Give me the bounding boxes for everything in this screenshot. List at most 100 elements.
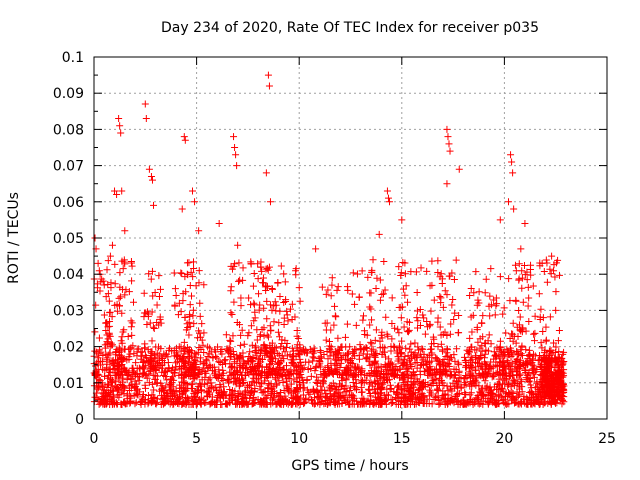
data-point — [540, 385, 548, 393]
data-point — [268, 306, 276, 314]
data-point — [138, 348, 146, 356]
data-point — [428, 377, 436, 385]
data-point — [102, 319, 110, 327]
data-point — [237, 380, 245, 388]
data-point — [363, 331, 371, 339]
data-point — [372, 400, 380, 408]
data-point — [162, 383, 170, 391]
data-point — [126, 398, 134, 406]
data-point — [397, 303, 405, 311]
data-point — [530, 330, 538, 338]
data-point — [217, 383, 225, 391]
data-point — [283, 398, 291, 406]
data-point — [170, 346, 178, 354]
data-point — [418, 345, 426, 353]
data-point — [102, 326, 110, 334]
data-point — [520, 261, 528, 269]
y-tick-label: 0.1 — [62, 50, 84, 66]
data-point — [464, 399, 472, 407]
data-point — [262, 286, 270, 294]
data-point — [156, 387, 164, 395]
data-point — [122, 368, 130, 376]
data-point — [416, 305, 424, 313]
data-point — [100, 311, 108, 319]
y-tick-label: 0 — [75, 412, 84, 428]
data-point — [395, 263, 403, 271]
data-point — [419, 345, 427, 353]
data-point — [538, 344, 546, 352]
data-point — [501, 399, 509, 407]
data-point — [267, 368, 275, 376]
data-point — [234, 366, 242, 374]
data-point — [499, 310, 507, 318]
data-point — [292, 267, 300, 275]
data-point — [197, 354, 205, 362]
data-point — [259, 355, 267, 363]
data-point — [111, 187, 119, 195]
data-point — [380, 376, 388, 384]
data-point — [189, 380, 197, 388]
data-point — [296, 297, 304, 305]
data-point — [461, 375, 469, 383]
data-point — [444, 346, 452, 354]
data-point — [513, 356, 521, 364]
data-point — [551, 383, 559, 391]
data-point — [499, 367, 507, 375]
data-point — [118, 371, 126, 379]
data-point — [428, 351, 436, 359]
data-point — [223, 399, 231, 407]
data-point — [453, 397, 461, 405]
data-point — [124, 332, 132, 340]
data-point — [198, 386, 206, 394]
data-point — [351, 345, 359, 353]
data-point — [250, 299, 258, 307]
data-point — [201, 373, 209, 381]
data-point — [324, 362, 332, 370]
data-point — [121, 291, 129, 299]
data-point — [231, 375, 239, 383]
data-point — [469, 398, 477, 406]
data-point — [133, 380, 141, 388]
data-point — [425, 371, 433, 379]
data-point — [190, 389, 198, 397]
data-point — [442, 352, 450, 360]
data-points — [90, 71, 568, 409]
data-point — [181, 386, 189, 394]
data-point — [514, 350, 522, 358]
data-point — [139, 371, 147, 379]
data-point — [285, 385, 293, 393]
data-point — [140, 289, 148, 297]
data-point — [314, 399, 322, 407]
data-point — [314, 393, 322, 401]
data-point — [459, 396, 467, 404]
data-point — [326, 352, 334, 360]
data-point — [460, 353, 468, 361]
data-point — [223, 345, 231, 353]
data-point — [355, 293, 363, 301]
data-point — [445, 140, 453, 148]
data-point — [239, 399, 247, 407]
data-point — [99, 400, 107, 408]
data-point — [117, 129, 125, 137]
data-point — [416, 385, 424, 393]
data-point — [147, 399, 155, 407]
data-point — [524, 283, 532, 291]
data-point — [220, 388, 228, 396]
data-point — [397, 393, 405, 401]
data-point — [484, 391, 492, 399]
data-point — [379, 290, 387, 298]
data-point — [412, 400, 420, 408]
data-point — [402, 282, 410, 290]
data-point — [112, 348, 120, 356]
data-point — [502, 392, 510, 400]
data-point — [357, 399, 365, 407]
data-point — [380, 348, 388, 356]
data-point — [341, 333, 349, 341]
data-point — [247, 301, 255, 309]
data-point — [473, 323, 481, 331]
data-point — [552, 288, 560, 296]
data-point — [557, 377, 565, 385]
data-point — [186, 301, 194, 309]
data-point — [409, 398, 417, 406]
data-point — [204, 388, 212, 396]
